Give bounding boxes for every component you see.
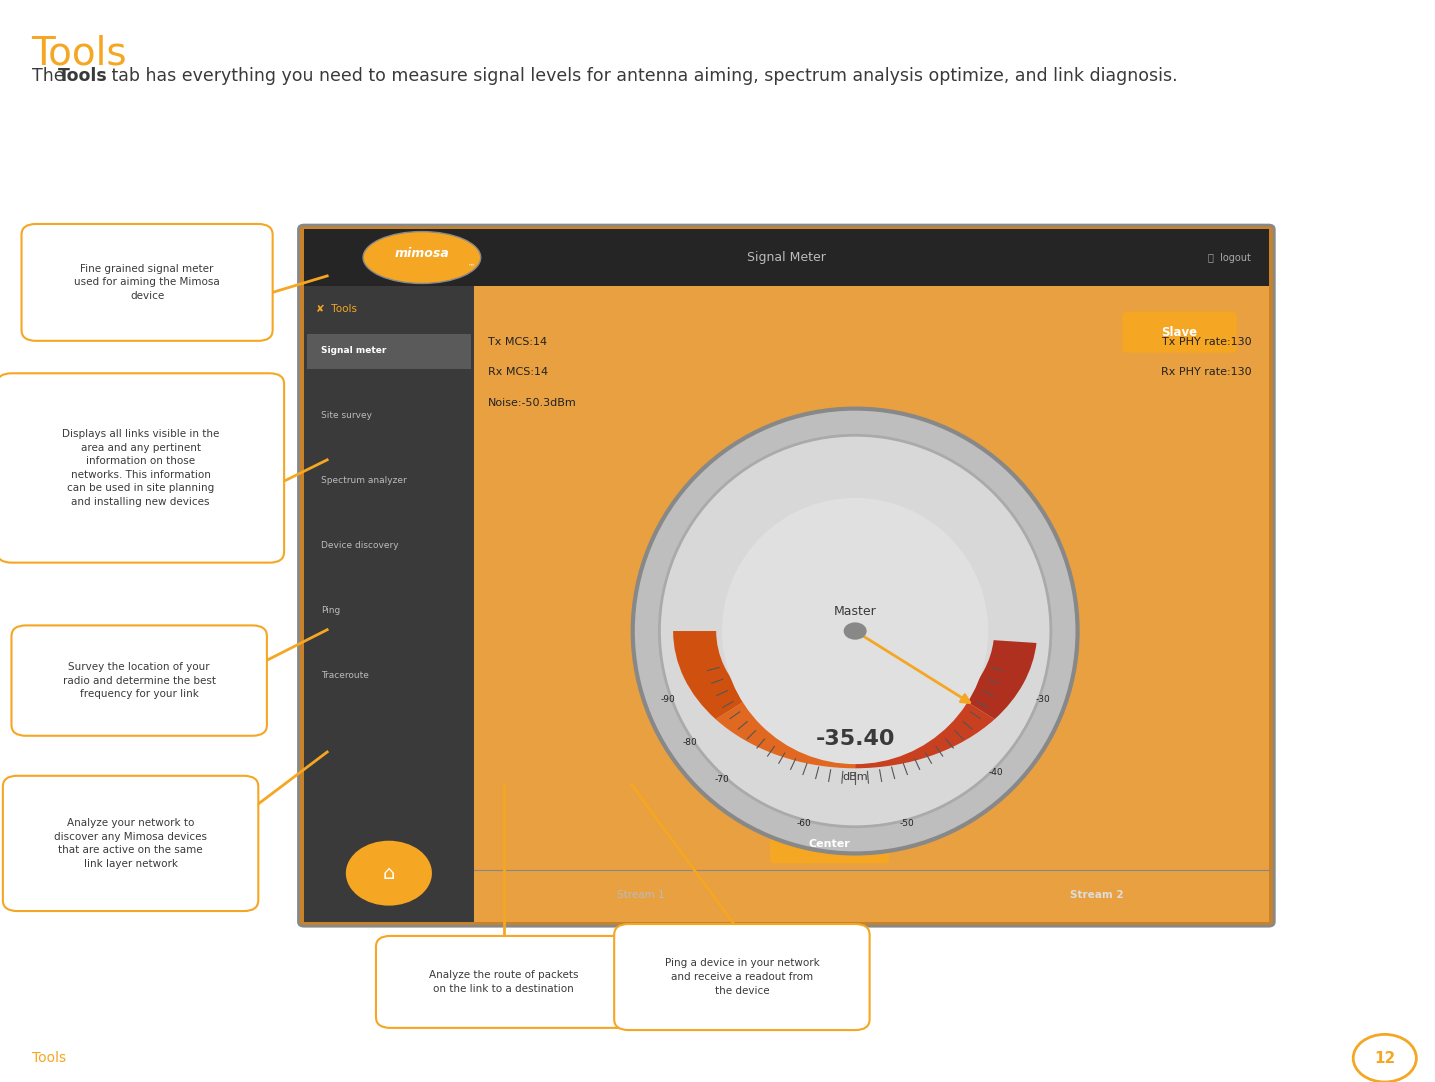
FancyBboxPatch shape [304, 286, 474, 922]
Text: Signal Meter: Signal Meter [748, 251, 825, 264]
Text: Tx MCS:14: Tx MCS:14 [488, 338, 547, 347]
Text: Tools: Tools [57, 67, 108, 85]
Text: -70: -70 [715, 775, 729, 783]
Text: ✘  Tools: ✘ Tools [316, 304, 357, 315]
FancyBboxPatch shape [376, 936, 631, 1028]
Text: Stream 1: Stream 1 [617, 890, 664, 900]
FancyBboxPatch shape [1122, 312, 1237, 353]
FancyBboxPatch shape [3, 776, 258, 911]
Text: -35.40: -35.40 [815, 728, 895, 749]
Text: Survey the location of your
radio and determine the best
frequency for your link: Survey the location of your radio and de… [63, 662, 215, 699]
Text: Rx PHY rate:130: Rx PHY rate:130 [1161, 368, 1251, 378]
Circle shape [1353, 1034, 1416, 1082]
Text: mimosa: mimosa [395, 247, 449, 260]
Text: Traceroute: Traceroute [321, 671, 369, 679]
Text: Analyze the route of packets
on the link to a destination: Analyze the route of packets on the link… [429, 971, 578, 993]
Text: Analyze your network to
discover any Mimosa devices
that are active on the same
: Analyze your network to discover any Mim… [55, 818, 207, 869]
Text: Tools: Tools [32, 35, 128, 72]
Wedge shape [855, 698, 994, 768]
Text: Fine grained signal meter
used for aiming the Mimosa
device: Fine grained signal meter used for aimin… [75, 264, 220, 301]
Text: Master: Master [834, 605, 877, 618]
Circle shape [844, 622, 867, 639]
FancyBboxPatch shape [307, 334, 471, 369]
Ellipse shape [660, 435, 1050, 827]
Text: ™: ™ [468, 263, 475, 269]
Wedge shape [716, 698, 855, 768]
Ellipse shape [363, 232, 481, 283]
Text: -30: -30 [1036, 695, 1050, 703]
Text: -90: -90 [660, 695, 674, 703]
Text: Ping: Ping [321, 606, 340, 615]
Ellipse shape [633, 409, 1078, 854]
FancyBboxPatch shape [0, 373, 284, 563]
Text: -80: -80 [682, 738, 697, 748]
Text: Noise:-50.3dBm: Noise:-50.3dBm [488, 398, 577, 408]
Text: tab has everything you need to measure signal levels for antenna aiming, spectru: tab has everything you need to measure s… [106, 67, 1178, 85]
Text: Center: Center [808, 839, 851, 849]
Text: Tx PHY rate:130: Tx PHY rate:130 [1162, 338, 1251, 347]
FancyBboxPatch shape [474, 286, 1269, 922]
Text: Signal meter: Signal meter [321, 346, 387, 355]
FancyBboxPatch shape [22, 224, 273, 341]
FancyBboxPatch shape [304, 229, 1269, 286]
FancyBboxPatch shape [771, 824, 890, 863]
Text: Rx MCS:14: Rx MCS:14 [488, 368, 548, 378]
Text: Stream 2: Stream 2 [1071, 890, 1124, 900]
Circle shape [346, 841, 432, 906]
Text: Device discovery: Device discovery [321, 541, 399, 550]
Text: 12: 12 [1375, 1051, 1395, 1066]
Text: ⧮  logout: ⧮ logout [1208, 252, 1251, 263]
FancyBboxPatch shape [614, 924, 870, 1030]
Text: -50: -50 [900, 819, 914, 829]
Text: -40: -40 [989, 768, 1003, 777]
Text: Tools: Tools [32, 1051, 66, 1065]
Text: dBm: dBm [842, 771, 868, 781]
Text: The: The [32, 67, 70, 85]
Text: Slave: Slave [1161, 326, 1198, 339]
Text: Ping a device in your network
and receive a readout from
the device: Ping a device in your network and receiv… [664, 959, 819, 995]
Text: ⌂: ⌂ [383, 863, 395, 883]
FancyBboxPatch shape [11, 625, 267, 736]
Ellipse shape [722, 498, 989, 764]
Text: -60: -60 [796, 819, 811, 829]
Wedge shape [961, 641, 1036, 720]
Text: Displays all links visible in the
area and any pertinent
information on those
ne: Displays all links visible in the area a… [62, 428, 220, 507]
Text: Site survey: Site survey [321, 411, 373, 420]
Wedge shape [673, 631, 749, 720]
FancyBboxPatch shape [298, 225, 1274, 926]
Text: Spectrum analyzer: Spectrum analyzer [321, 476, 408, 485]
